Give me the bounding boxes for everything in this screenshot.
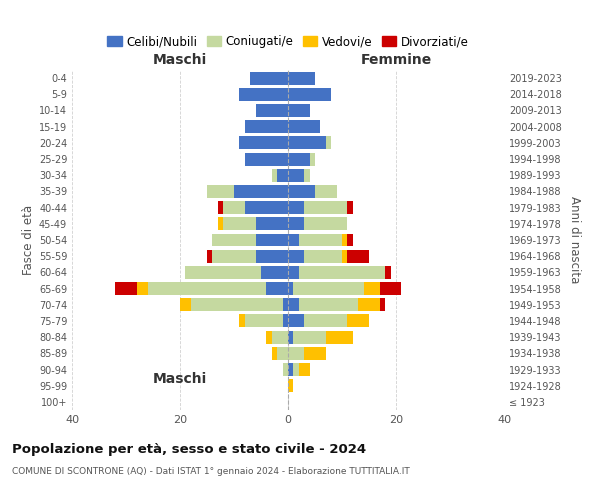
Bar xyxy=(256,218,288,230)
Bar xyxy=(272,169,277,181)
Text: Maschi: Maschi xyxy=(153,52,207,66)
Bar xyxy=(212,234,256,246)
Bar xyxy=(207,185,234,198)
Bar xyxy=(218,218,223,230)
Bar xyxy=(342,234,347,246)
Bar xyxy=(191,298,283,311)
Bar xyxy=(288,314,304,328)
Bar xyxy=(234,185,288,198)
Bar xyxy=(245,120,288,133)
Bar xyxy=(288,266,299,279)
Legend: Celibi/Nubili, Coniugati/e, Vedovi/e, Divorziati/e: Celibi/Nubili, Coniugati/e, Vedovi/e, Di… xyxy=(104,32,472,52)
Bar xyxy=(288,201,304,214)
Bar xyxy=(288,347,304,360)
Bar xyxy=(272,330,288,344)
Bar xyxy=(115,282,137,295)
Text: Femmine: Femmine xyxy=(361,52,431,66)
Bar xyxy=(380,282,401,295)
Bar xyxy=(304,250,342,262)
Bar xyxy=(261,266,288,279)
Bar xyxy=(218,201,223,214)
Bar xyxy=(304,314,347,328)
Bar xyxy=(288,234,299,246)
Bar xyxy=(277,169,288,181)
Bar xyxy=(299,298,358,311)
Bar xyxy=(288,363,293,376)
Bar xyxy=(250,72,288,85)
Bar xyxy=(256,104,288,117)
Bar xyxy=(239,314,245,328)
Bar xyxy=(299,363,310,376)
Bar xyxy=(277,347,288,360)
Bar xyxy=(283,314,288,328)
Bar xyxy=(304,218,347,230)
Bar xyxy=(288,250,304,262)
Bar xyxy=(310,152,315,166)
Bar xyxy=(347,201,353,214)
Bar xyxy=(239,136,288,149)
Bar xyxy=(245,152,288,166)
Bar xyxy=(272,347,277,360)
Bar xyxy=(293,363,299,376)
Bar xyxy=(288,72,315,85)
Bar xyxy=(358,298,380,311)
Bar xyxy=(207,250,212,262)
Bar xyxy=(293,330,326,344)
Bar xyxy=(342,250,347,262)
Bar xyxy=(223,218,256,230)
Bar xyxy=(304,347,326,360)
Bar xyxy=(288,379,293,392)
Bar xyxy=(256,234,288,246)
Bar xyxy=(245,314,283,328)
Bar xyxy=(288,104,310,117)
Bar xyxy=(293,282,364,295)
Bar xyxy=(288,152,310,166)
Bar xyxy=(288,120,320,133)
Bar xyxy=(304,201,347,214)
Bar xyxy=(380,298,385,311)
Bar xyxy=(299,234,342,246)
Bar xyxy=(326,136,331,149)
Bar xyxy=(185,266,261,279)
Bar xyxy=(364,282,380,295)
Bar xyxy=(299,266,385,279)
Bar xyxy=(385,266,391,279)
Bar xyxy=(137,282,148,295)
Text: Popolazione per età, sesso e stato civile - 2024: Popolazione per età, sesso e stato civil… xyxy=(12,442,366,456)
Bar xyxy=(288,298,299,311)
Bar xyxy=(283,298,288,311)
Bar xyxy=(239,88,288,101)
Text: Maschi: Maschi xyxy=(153,372,207,386)
Text: COMUNE DI SCONTRONE (AQ) - Dati ISTAT 1° gennaio 2024 - Elaborazione TUTTITALIA.: COMUNE DI SCONTRONE (AQ) - Dati ISTAT 1°… xyxy=(12,468,410,476)
Bar xyxy=(304,169,310,181)
Bar xyxy=(288,185,315,198)
Bar xyxy=(288,218,304,230)
Bar xyxy=(266,330,272,344)
Bar xyxy=(315,185,337,198)
Y-axis label: Fasce di età: Fasce di età xyxy=(22,205,35,275)
Bar xyxy=(288,330,293,344)
Y-axis label: Anni di nascita: Anni di nascita xyxy=(568,196,581,284)
Bar xyxy=(180,298,191,311)
Bar xyxy=(245,201,288,214)
Bar xyxy=(256,250,288,262)
Bar xyxy=(212,250,256,262)
Bar xyxy=(347,234,353,246)
Bar xyxy=(288,282,293,295)
Bar xyxy=(223,201,245,214)
Bar xyxy=(266,282,288,295)
Bar xyxy=(326,330,353,344)
Bar xyxy=(347,250,369,262)
Bar xyxy=(288,169,304,181)
Bar xyxy=(283,363,288,376)
Bar xyxy=(288,88,331,101)
Bar xyxy=(148,282,266,295)
Bar xyxy=(288,136,326,149)
Bar xyxy=(347,314,369,328)
